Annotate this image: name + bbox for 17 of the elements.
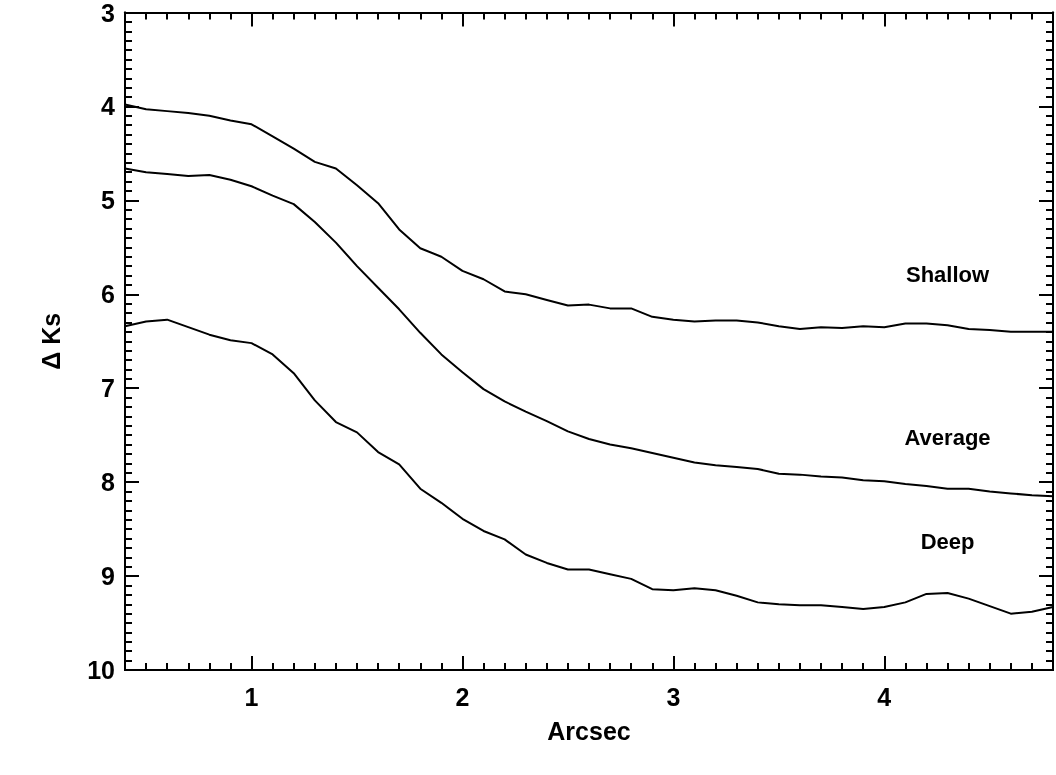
y-tick-label: 5 (101, 186, 116, 215)
y-tick-label: 7 (101, 374, 115, 403)
x-tick-label: 1 (244, 682, 259, 711)
y-tick-label: 6 (101, 280, 115, 309)
y-tick-label: 4 (101, 92, 116, 121)
x-tick-label: 3 (666, 682, 681, 711)
x-tick-label: 4 (877, 682, 892, 711)
y-axis-title: Δ Ks (36, 312, 65, 370)
y-tick-label: 3 (101, 0, 115, 27)
x-axis-title: Arcsec (547, 716, 631, 745)
series-label: Deep (920, 529, 975, 555)
x-tick-label: 2 (455, 682, 470, 711)
series-label: Shallow (905, 261, 990, 287)
y-tick-label: 9 (101, 562, 115, 591)
y-tick-label: 8 (101, 468, 116, 497)
series-label: Average (904, 425, 991, 451)
y-tick-label: 10 (87, 656, 115, 684)
